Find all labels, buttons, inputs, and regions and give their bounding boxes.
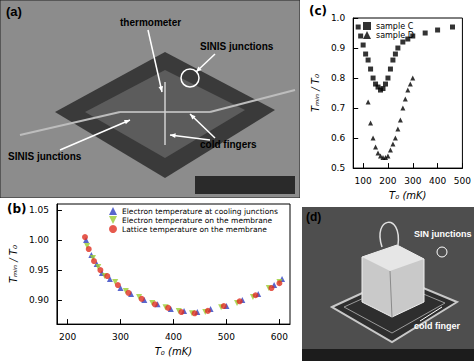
svg-text:1.05: 1.05: [29, 205, 49, 215]
svg-text:cold fingers: cold fingers: [200, 139, 257, 150]
svg-text:thermometer: thermometer: [120, 17, 181, 28]
svg-text:T₀ (mK): T₀ (mK): [155, 346, 192, 357]
svg-text:0.90: 0.90: [29, 295, 49, 305]
svg-text:0.7: 0.7: [331, 103, 345, 113]
svg-text:Tₘᵢₙ / T₀: Tₘᵢₙ / T₀: [8, 245, 19, 283]
svg-text:100: 100: [355, 176, 372, 186]
svg-text:SINIS junctions: SINIS junctions: [200, 41, 274, 52]
svg-text:(a): (a): [6, 4, 22, 19]
svg-text:(d): (d): [306, 210, 321, 224]
svg-text:sample C: sample C: [376, 22, 414, 31]
svg-text:0.8: 0.8: [331, 73, 346, 83]
svg-text:SIN junctions: SIN junctions: [414, 229, 472, 239]
svg-text:Electron temperature at coolin: Electron temperature at cooling junction…: [122, 207, 278, 216]
svg-text:200: 200: [59, 332, 76, 342]
svg-text:(c): (c): [309, 4, 327, 18]
svg-text:300: 300: [404, 176, 421, 186]
svg-text:SINIS junctions: SINIS junctions: [8, 151, 82, 162]
svg-text:300: 300: [112, 332, 129, 342]
svg-text:400: 400: [429, 176, 446, 186]
svg-text:500: 500: [454, 176, 471, 186]
svg-text:200: 200: [379, 176, 396, 186]
svg-text:(b): (b): [7, 202, 27, 216]
svg-text:0.5: 0.5: [331, 163, 345, 173]
svg-text:600: 600: [271, 332, 288, 342]
svg-text:400: 400: [165, 332, 182, 342]
svg-text:Electron temperature on the me: Electron temperature on the membrane: [122, 216, 273, 225]
svg-text:T₀ (mK): T₀ (mK): [389, 190, 426, 201]
svg-text:Tₘᵢₙ / T₀: Tₘᵢₙ / T₀: [310, 74, 321, 112]
svg-text:500: 500: [218, 332, 235, 342]
svg-text:0.95: 0.95: [29, 265, 49, 275]
svg-text:cold finger: cold finger: [414, 321, 460, 331]
svg-text:1.0: 1.0: [331, 13, 346, 23]
svg-text:Lattice temperature on the mem: Lattice temperature on the membrane: [122, 225, 267, 234]
svg-text:0.9: 0.9: [331, 43, 346, 53]
svg-text:sample D: sample D: [376, 31, 414, 40]
svg-text:0.6: 0.6: [331, 133, 346, 143]
svg-text:1.00: 1.00: [29, 235, 49, 245]
